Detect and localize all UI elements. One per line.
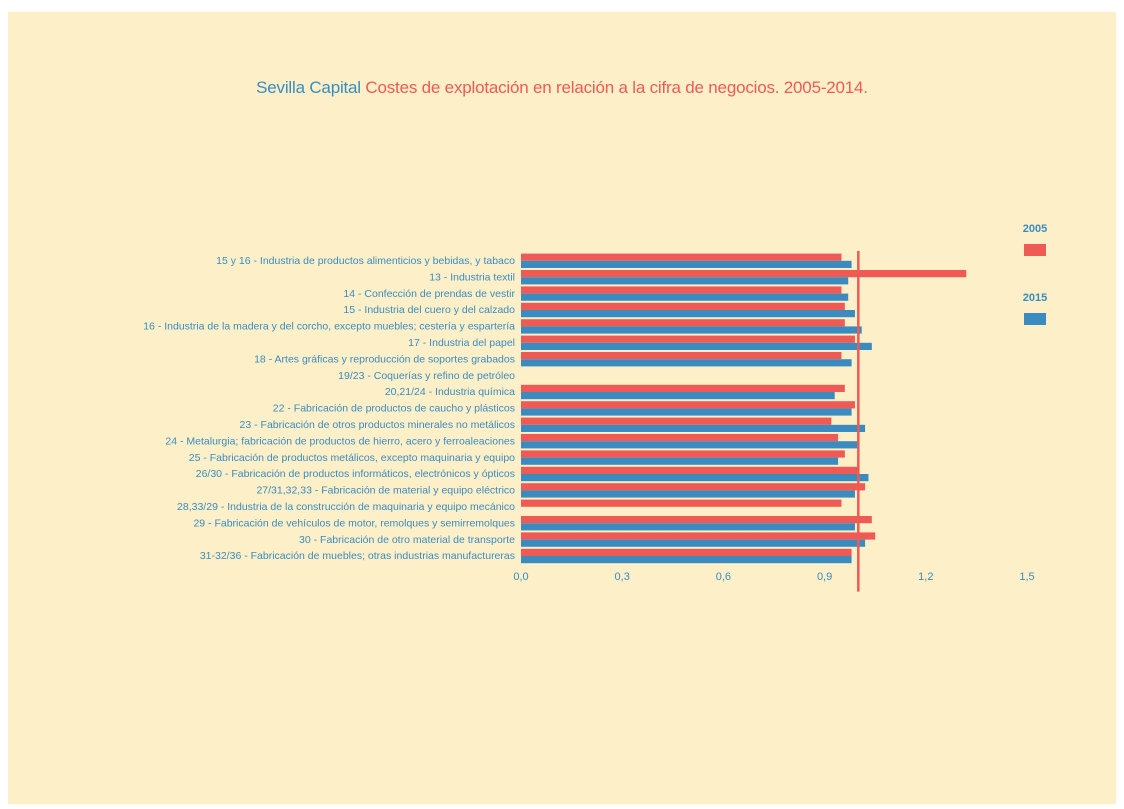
bar-2015 xyxy=(521,539,866,547)
category-label: 31-32/36 - Fabricación de muebles; otras… xyxy=(200,550,515,562)
bar-2005 xyxy=(521,499,842,507)
bar-2005 xyxy=(521,417,832,425)
legend-swatch-2005 xyxy=(1024,244,1046,256)
category-label: 15 - Industria del cuero y del calzado xyxy=(343,304,515,316)
bar-2005 xyxy=(521,286,842,294)
category-label: 19/23 - Coquerías y refino de petróleo xyxy=(338,370,515,382)
x-tick-label: 0,9 xyxy=(817,571,832,583)
bar-2005 xyxy=(521,335,855,343)
legend-label-2005: 2005 xyxy=(1023,223,1047,235)
category-label: 13 - Industria textil xyxy=(429,271,515,283)
category-label: 18 - Artes gráficas y reproducción de so… xyxy=(254,353,515,365)
x-tick-label: 0,0 xyxy=(513,571,528,583)
bar-2015 xyxy=(521,359,852,367)
bar-2015 xyxy=(521,277,849,285)
bar-2015 xyxy=(521,260,852,268)
bar-2015 xyxy=(521,457,839,465)
bar-2005 xyxy=(521,384,845,392)
chart-title-place: Sevilla Capital xyxy=(256,78,361,97)
bar-2005 xyxy=(521,319,845,327)
category-label: 29 - Fabricación de vehículos de motor, … xyxy=(193,517,515,529)
chart-title-subject: Costes de explotación en relación a la c… xyxy=(365,78,868,97)
category-label: 25 - Fabricación de productos metálicos,… xyxy=(189,452,515,464)
bar-2015 xyxy=(521,342,872,350)
x-tick-label: 1,2 xyxy=(918,571,933,583)
bar-2015 xyxy=(521,392,835,400)
category-label: 16 - Industria de la madera y del corcho… xyxy=(143,321,515,333)
bar-2015 xyxy=(521,441,859,449)
bar-2005 xyxy=(521,450,845,458)
category-label: 15 y 16 - Industria de productos aliment… xyxy=(216,255,515,267)
x-tick-label: 0,3 xyxy=(615,571,630,583)
category-label: 30 - Fabricación de otro material de tra… xyxy=(299,534,515,546)
bar-2015 xyxy=(521,293,849,301)
bar-2005 xyxy=(521,401,855,409)
bar-2005 xyxy=(521,532,876,540)
bar-2015 xyxy=(521,523,855,531)
category-label: 20,21/24 - Industria química xyxy=(385,386,515,398)
bar-2015 xyxy=(521,424,866,432)
bar-2015 xyxy=(521,408,852,416)
category-label: 27/31,32,33 - Fabricación de material y … xyxy=(256,485,515,497)
bar-2005 xyxy=(521,270,967,278)
category-label: 28,33/29 - Industria de la construcción … xyxy=(177,501,515,513)
category-label: 17 - Industria del papel xyxy=(408,337,515,349)
bar-2005 xyxy=(521,466,859,474)
chart-title: Sevilla Capital Costes de explotación en… xyxy=(0,78,1124,98)
bar-2005 xyxy=(521,302,845,310)
category-label: 23 - Fabricación de otros productos mine… xyxy=(240,419,515,431)
legend-swatch-2015 xyxy=(1024,313,1046,325)
x-tick-label: 1,5 xyxy=(1019,571,1034,583)
bar-2005 xyxy=(521,548,852,556)
bar-2015 xyxy=(521,326,862,334)
bar-2005 xyxy=(521,516,872,524)
bar-2015 xyxy=(521,556,852,564)
x-tick-label: 0,6 xyxy=(716,571,731,583)
bar-2005 xyxy=(521,434,839,442)
category-label: 24 - Metalurgia; fabricación de producto… xyxy=(165,435,515,447)
bar-2005 xyxy=(521,253,842,261)
category-label: 22 - Fabricación de productos de caucho … xyxy=(273,403,515,415)
bar-2005 xyxy=(521,483,866,491)
category-label: 14 - Confección de prendas de vestir xyxy=(343,288,515,300)
bar-2005 xyxy=(521,352,842,360)
legend-label-2015: 2015 xyxy=(1023,292,1047,304)
category-label: 26/30 - Fabricación de productos informá… xyxy=(196,468,515,480)
bar-2015 xyxy=(521,490,855,498)
bar-2015 xyxy=(521,310,855,318)
bar-2015 xyxy=(521,474,869,482)
